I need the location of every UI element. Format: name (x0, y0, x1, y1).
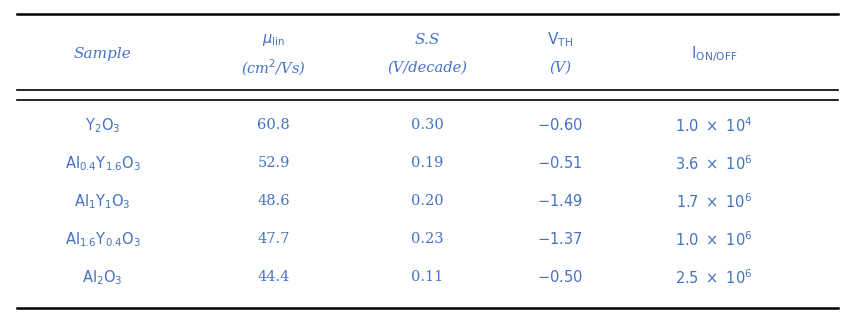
Text: $1.0\ \times\ 10^4$: $1.0\ \times\ 10^4$ (675, 116, 752, 134)
Text: 0.30: 0.30 (411, 118, 444, 132)
Text: $\rm Al_2O_3$: $\rm Al_2O_3$ (82, 268, 123, 287)
Text: $\rm I_{ON/OFF}$: $\rm I_{ON/OFF}$ (691, 44, 737, 64)
Text: $3.6\ \times\ 10^6$: $3.6\ \times\ 10^6$ (675, 154, 752, 172)
Text: $2.5\ \times\ 10^6$: $2.5\ \times\ 10^6$ (675, 268, 752, 287)
Text: $\rm V_{TH}$: $\rm V_{TH}$ (547, 30, 573, 49)
Text: $\rm Al_1Y_1O_3$: $\rm Al_1Y_1O_3$ (74, 192, 131, 210)
Text: S.S: S.S (415, 33, 440, 47)
Text: 60.8: 60.8 (257, 118, 290, 132)
Text: 0.23: 0.23 (411, 232, 444, 246)
Text: 48.6: 48.6 (257, 194, 290, 208)
Text: (cm$^2$/Vs): (cm$^2$/Vs) (241, 58, 306, 78)
Text: $-1.49$: $-1.49$ (537, 193, 583, 209)
Text: $-0.60$: $-0.60$ (537, 117, 583, 133)
Text: $1.7\ \times\ 10^6$: $1.7\ \times\ 10^6$ (675, 192, 752, 210)
Text: (V): (V) (549, 61, 571, 75)
Text: 0.19: 0.19 (411, 156, 444, 170)
Text: $\rm Al_{1.6}Y_{0.4}O_3$: $\rm Al_{1.6}Y_{0.4}O_3$ (65, 230, 140, 249)
Text: $\rm Y_2O_3$: $\rm Y_2O_3$ (85, 116, 121, 134)
Text: $\rm Al_{0.4}Y_{1.6}O_3$: $\rm Al_{0.4}Y_{1.6}O_3$ (65, 154, 140, 172)
Text: 47.7: 47.7 (257, 232, 290, 246)
Text: 44.4: 44.4 (257, 270, 290, 284)
Text: 0.20: 0.20 (411, 194, 444, 208)
Text: $1.0\ \times\ 10^6$: $1.0\ \times\ 10^6$ (675, 230, 752, 249)
Text: 0.11: 0.11 (411, 270, 444, 284)
Text: $\mu_{\rm lin}$: $\mu_{\rm lin}$ (262, 32, 285, 48)
Text: 52.9: 52.9 (257, 156, 290, 170)
Text: $-1.37$: $-1.37$ (537, 231, 583, 247)
Text: (V/decade): (V/decade) (387, 61, 468, 75)
Text: Sample: Sample (74, 47, 132, 61)
Text: $-0.50$: $-0.50$ (537, 269, 583, 285)
Text: $-0.51$: $-0.51$ (537, 155, 583, 171)
